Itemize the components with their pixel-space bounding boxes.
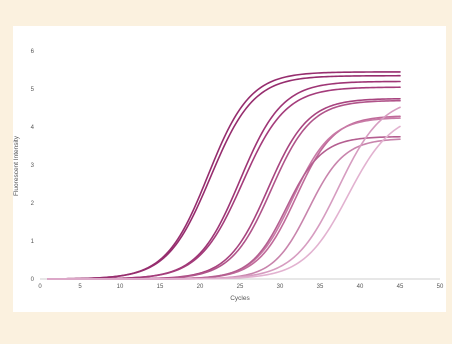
y-tick-label: 6 [31, 49, 35, 55]
series-line [47, 99, 401, 280]
x-tick-label: 15 [157, 284, 164, 290]
y-tick-label: 5 [31, 87, 35, 93]
y-tick-label: 2 [31, 201, 35, 207]
series-line [47, 135, 401, 280]
x-axis-title: Cycles [230, 295, 250, 302]
x-tick-label: 50 [437, 284, 444, 290]
y-tick-label: 3 [31, 163, 35, 169]
series-line [47, 125, 401, 280]
y-tick-label: 1 [31, 239, 35, 245]
series-line [47, 86, 401, 280]
series-line [47, 71, 401, 280]
x-tick-label: 40 [357, 284, 364, 290]
series-line [47, 80, 401, 280]
x-tick-label: 35 [317, 284, 324, 290]
x-tick-label: 20 [197, 284, 204, 290]
x-tick-label: 25 [237, 284, 244, 290]
chart-card [13, 26, 446, 312]
series-line [47, 74, 401, 280]
x-tick-label: 30 [277, 284, 284, 290]
x-tick-label: 45 [397, 284, 404, 290]
x-tick-label: 5 [78, 284, 82, 290]
y-tick-label: 0 [31, 277, 35, 283]
series-lines [47, 71, 401, 280]
y-tick-labels: 0 1 2 3 4 5 6 [31, 49, 35, 283]
y-axis-title: Fluorescent Intensity [13, 135, 20, 196]
y-tick-label: 4 [31, 125, 35, 131]
x-tick-label: 0 [38, 284, 42, 290]
x-tick-labels: 0 5 10 15 20 25 30 35 40 45 50 [38, 284, 444, 290]
series-line [47, 138, 401, 280]
x-tick-label: 10 [117, 284, 124, 290]
series-line [47, 106, 401, 280]
